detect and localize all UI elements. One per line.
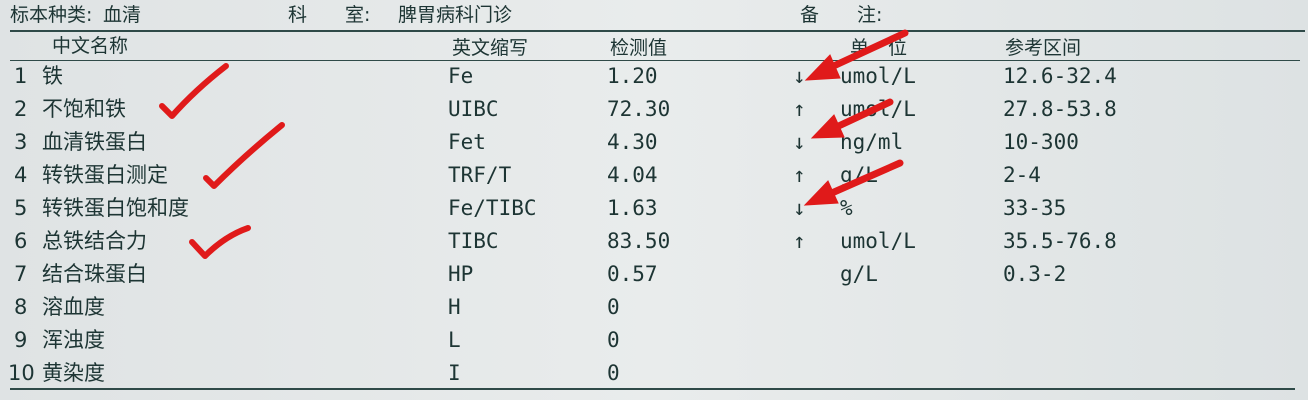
test-name: 总铁结合力: [42, 229, 147, 253]
reference-range: 0.3-2: [1003, 262, 1067, 286]
test-unit: umol/L: [840, 64, 916, 88]
test-name: 不饱和铁: [42, 97, 126, 121]
row-number: 7: [14, 262, 28, 286]
abnormal-flag: ↑: [793, 229, 806, 253]
specimen-type-value: 血清: [103, 4, 142, 26]
specimen-type-label: 标本种类:: [10, 4, 93, 26]
test-name: 黄染度: [42, 361, 105, 385]
row-number: 8: [14, 295, 28, 319]
test-value: 4.04: [607, 163, 658, 187]
abnormal-flag: ↓: [793, 130, 806, 154]
reference-range: 35.5-76.8: [1003, 229, 1117, 253]
column-header-value: 检测值: [610, 37, 668, 59]
header-divider: [10, 30, 1305, 32]
test-value: 0.57: [607, 262, 658, 286]
row-number: 9: [14, 328, 28, 352]
footer-divider: [10, 388, 1295, 390]
test-value: 83.50: [607, 229, 671, 253]
test-value: 0: [607, 295, 620, 319]
test-value: 4.30: [607, 130, 658, 154]
arrow-icon: [826, 98, 894, 134]
test-abbr: I: [448, 361, 461, 385]
test-abbr: TRF/T: [448, 163, 512, 187]
abnormal-flag: ↑: [793, 97, 806, 121]
abnormal-flag: ↑: [793, 163, 806, 187]
reference-range: 33-35: [1003, 196, 1067, 220]
test-value: 0: [607, 361, 620, 385]
arrow-icon: [821, 29, 909, 74]
arrowhead-icon: [804, 54, 841, 81]
test-name: 转铁蛋白饱和度: [42, 196, 189, 220]
test-abbr: HP: [448, 262, 474, 286]
row-number: 4: [14, 163, 28, 187]
row-number: 5: [14, 196, 28, 220]
column-header-name: 中文名称: [52, 35, 129, 57]
test-abbr: UIBC: [448, 97, 499, 121]
row-number: 2: [14, 97, 28, 121]
reference-range: 10-300: [1003, 130, 1079, 154]
checkmark-icon: [159, 63, 229, 119]
reference-range: 27.8-53.8: [1003, 97, 1117, 121]
test-name: 转铁蛋白测定: [42, 163, 168, 187]
arrowhead-icon: [803, 180, 839, 206]
column-header-abbr: 英文缩写: [452, 37, 529, 59]
test-name: 浑浊度: [42, 328, 105, 352]
test-value: 72.30: [607, 97, 671, 121]
test-abbr: TIBC: [448, 229, 499, 253]
column-divider: [10, 60, 1300, 61]
row-number: 10: [8, 361, 35, 385]
abnormal-flag: ↓: [793, 64, 806, 88]
test-unit: g/L: [840, 262, 878, 286]
test-name: 结合珠蛋白: [42, 262, 147, 286]
test-name: 铁: [42, 64, 63, 88]
row-number: 3: [14, 130, 28, 154]
abnormal-flag: ↓: [793, 196, 806, 220]
column-header-ref: 参考区间: [1005, 37, 1082, 59]
checkmark-icon: [189, 225, 251, 259]
arrowhead-icon: [810, 114, 845, 139]
test-abbr: Fe: [448, 64, 474, 88]
remark-label: 备 注:: [800, 4, 883, 26]
reference-range: 2-4: [1003, 163, 1041, 187]
test-value: 1.63: [607, 196, 658, 220]
test-abbr: H: [448, 295, 461, 319]
department-label: 科 室:: [288, 4, 371, 26]
reference-range: 12.6-32.4: [1003, 64, 1117, 88]
test-unit: %: [840, 196, 853, 220]
test-value: 0: [607, 328, 620, 352]
arrow-icon: [821, 159, 904, 200]
test-abbr: Fe/TIBC: [448, 196, 537, 220]
test-name: 血清铁蛋白: [42, 130, 147, 154]
test-name: 溶血度: [42, 295, 105, 319]
test-unit: umol/L: [840, 229, 916, 253]
test-unit: ng/ml: [840, 130, 904, 154]
test-abbr: L: [448, 328, 461, 352]
row-number: 1: [14, 64, 28, 88]
test-abbr: Fet: [448, 130, 486, 154]
test-value: 1.20: [607, 64, 658, 88]
checkmark-icon: [203, 122, 285, 189]
department-value: 脾胃病科门诊: [398, 4, 513, 26]
row-number: 6: [14, 229, 28, 253]
